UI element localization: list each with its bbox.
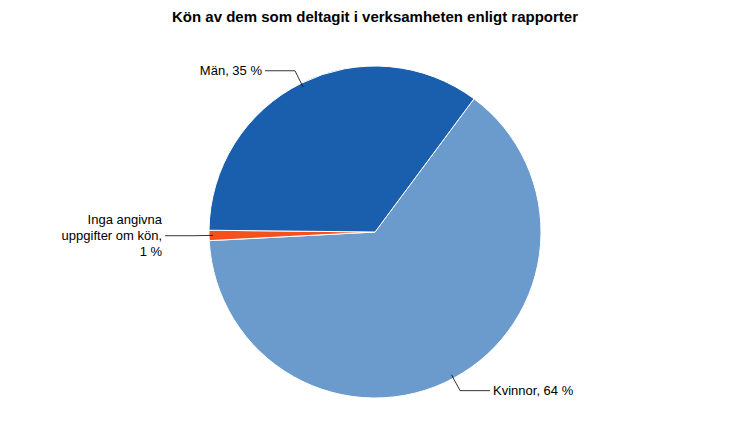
svg-text:Kvinnor, 64 %: Kvinnor, 64 %: [493, 383, 574, 398]
svg-text:Inga angivnauppgifter om kön,1: Inga angivnauppgifter om kön,1 %: [62, 212, 163, 259]
html-text:Kön av dem som deltagit i verk: Kön av dem som deltagit i verksamheten e…: [172, 8, 578, 25]
svg-text:Män, 35 %: Män, 35 %: [200, 63, 263, 78]
